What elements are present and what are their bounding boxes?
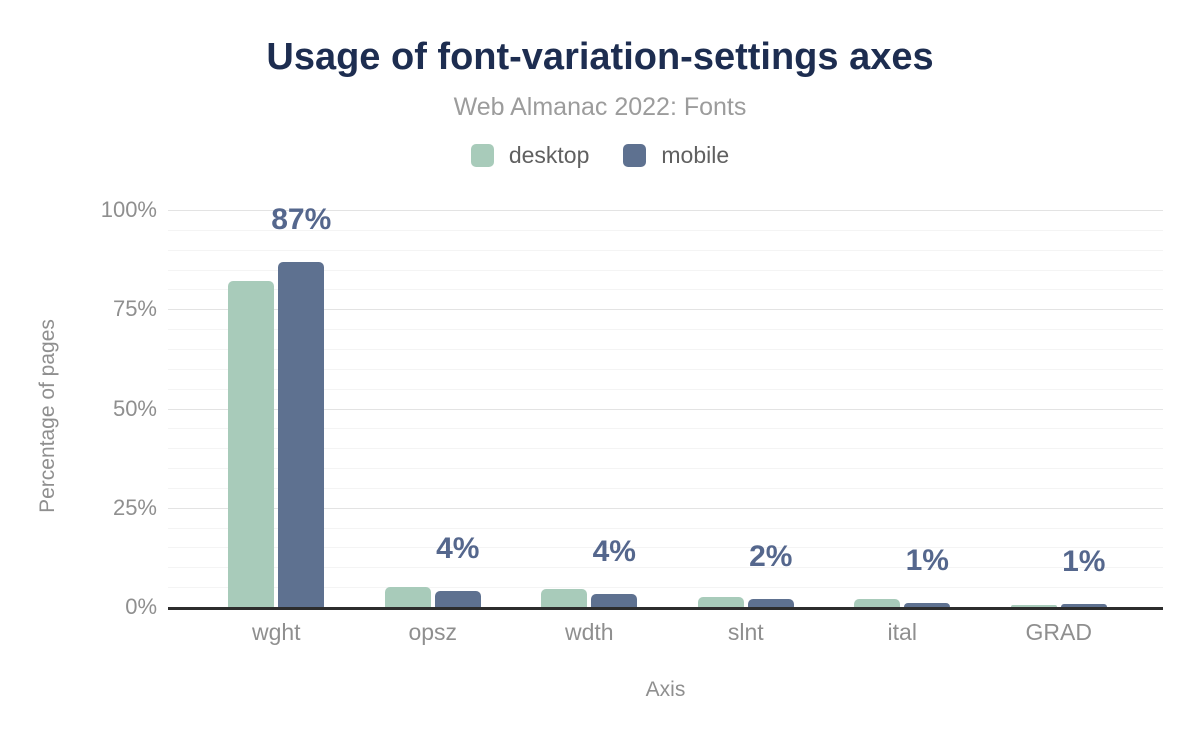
bar-pair-wdth — [541, 589, 638, 607]
data-label-slnt: 2% — [749, 540, 793, 573]
y-tick-label-100%: 100% — [100, 197, 157, 222]
gridline-10 — [168, 567, 1163, 569]
legend-item-desktop[interactable]: desktop — [470, 142, 590, 169]
gridline-85 — [168, 269, 1163, 271]
x-tick-label-slnt: slnt — [727, 619, 764, 645]
bar-pair-wght — [228, 262, 325, 607]
legend: desktop mobile — [0, 142, 1200, 169]
gridline-80 — [168, 289, 1163, 291]
bar-desktop-slnt[interactable] — [697, 597, 744, 607]
bar-desktop-GRAD[interactable] — [1010, 605, 1057, 607]
category-slot-wght: 87% wght — [198, 205, 355, 644]
gridline-40 — [168, 448, 1163, 450]
bar-band: 87% wght 4% opsz 4% wdth 2% slnt 1% ital 1% GRAD — [198, 205, 1138, 644]
category-slot-opsz: 4% opsz — [355, 210, 512, 644]
y-tick-label-25%: 25% — [112, 494, 157, 520]
data-label-GRAD: 1% — [1062, 545, 1106, 578]
x-axis-title: Axis — [645, 678, 686, 701]
gridline-50 — [168, 408, 1163, 410]
y-tick-label-50%: 50% — [112, 395, 157, 421]
bar-pair-opsz — [384, 587, 481, 607]
bar-mobile-wght[interactable] — [278, 262, 325, 607]
bar-pair-slnt — [697, 597, 794, 607]
chart-subtitle: Web Almanac 2022: Fonts — [453, 93, 747, 121]
bar-desktop-wght[interactable] — [228, 281, 275, 607]
bar-mobile-GRAD[interactable] — [1060, 604, 1107, 607]
category-slot-wdth: 4% wdth — [511, 210, 668, 644]
x-tick-label-wdth: wdth — [564, 619, 614, 645]
bar-desktop-opsz[interactable] — [384, 587, 431, 607]
data-label-wdth: 4% — [592, 535, 636, 568]
gridline-90 — [168, 249, 1163, 251]
gridline-100 — [168, 210, 1163, 211]
bar-mobile-ital[interactable] — [904, 603, 951, 607]
plot-area: 87% wght 4% opsz 4% wdth 2% slnt 1% ital 1% GRAD — [168, 205, 1163, 644]
bar-mobile-slnt[interactable] — [747, 599, 794, 607]
gridline-5 — [168, 587, 1163, 589]
data-label-wght: 87% — [271, 203, 332, 236]
bar-desktop-ital[interactable] — [854, 599, 901, 607]
gridline-30 — [168, 487, 1163, 489]
x-tick-label-GRAD: GRAD — [1025, 619, 1092, 645]
legend-item-mobile[interactable]: mobile — [623, 142, 729, 169]
legend-label-desktop: desktop — [508, 142, 590, 168]
x-tick-label-opsz: opsz — [408, 619, 458, 645]
gridline-75 — [168, 309, 1163, 311]
gridline-60 — [168, 368, 1163, 370]
category-slot-GRAD: 1% GRAD — [981, 210, 1138, 644]
desktop-swatch-icon — [470, 144, 494, 167]
chart-title: Usage of font-variation-settings axes — [266, 36, 934, 78]
gridline-45 — [168, 428, 1163, 430]
bar-pair-ital — [854, 599, 951, 607]
gridline-55 — [168, 388, 1163, 390]
gridline-35 — [168, 468, 1163, 470]
gridline-25 — [168, 507, 1163, 509]
gridline-15 — [168, 547, 1163, 549]
gridline-20 — [168, 527, 1163, 529]
bar-desktop-wdth[interactable] — [541, 589, 588, 607]
bar-pair-GRAD — [1010, 604, 1107, 607]
bar-mobile-opsz[interactable] — [434, 591, 481, 607]
y-axis-tick-labels: 0% 25% 50% 75% 100% — [0, 198, 157, 619]
gridline-70 — [168, 329, 1163, 331]
bar-mobile-wdth[interactable] — [591, 594, 638, 607]
data-label-ital: 1% — [905, 544, 949, 577]
x-tick-label-wght: wght — [251, 619, 301, 645]
gridline-65 — [168, 348, 1163, 350]
data-label-opsz: 4% — [436, 532, 480, 565]
x-tick-label-ital: ital — [887, 619, 917, 645]
legend-label-mobile: mobile — [661, 142, 730, 168]
category-slot-slnt: 2% slnt — [668, 210, 825, 644]
category-slot-ital: 1% ital — [824, 210, 981, 644]
gridline-95 — [168, 229, 1163, 231]
mobile-swatch-icon — [623, 144, 647, 167]
y-tick-label-75%: 75% — [112, 296, 157, 322]
y-tick-label-0%: 0% — [125, 594, 157, 619]
